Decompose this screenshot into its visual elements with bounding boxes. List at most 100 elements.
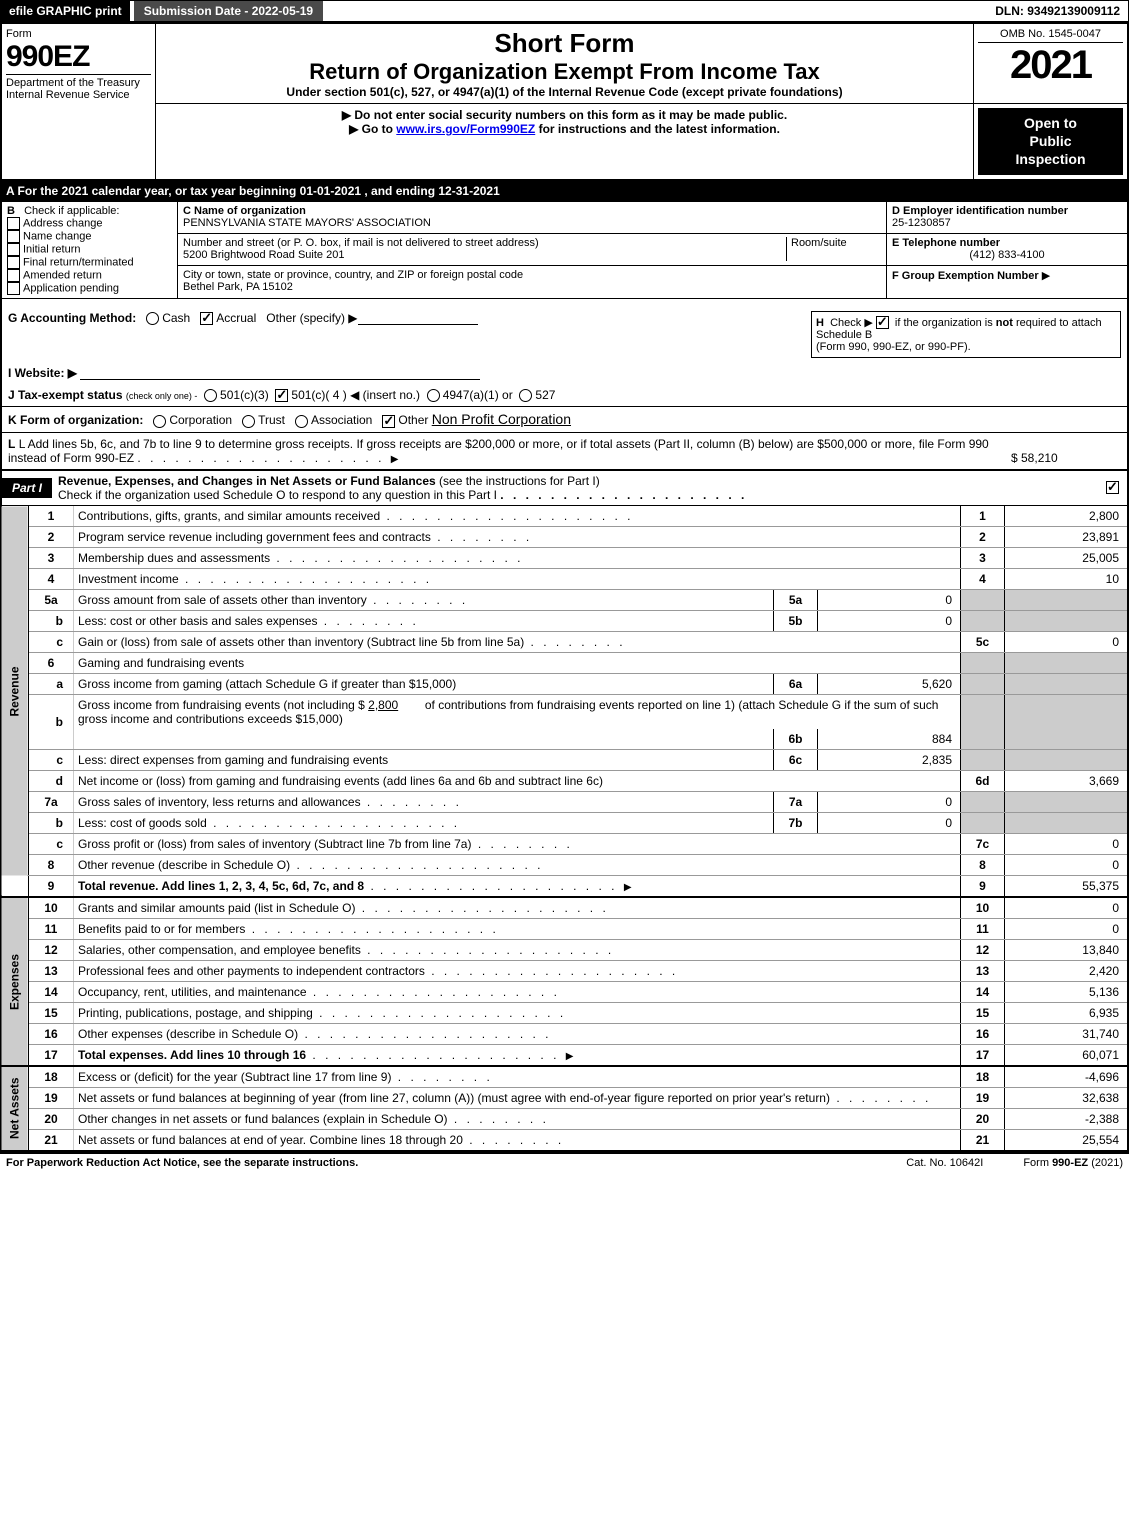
val-18: -4,696 (1005, 1066, 1129, 1088)
efile-label[interactable]: efile GRAPHIC print (1, 1, 130, 21)
box-19: 19 (961, 1087, 1005, 1108)
radio-trust[interactable] (242, 415, 255, 428)
val-14: 5,136 (1005, 981, 1129, 1002)
checkbox-other-org[interactable] (382, 415, 395, 428)
box-20: 20 (961, 1108, 1005, 1129)
radio-cash[interactable] (146, 312, 159, 325)
checkbox-501c[interactable] (275, 389, 288, 402)
box-6b-shade (961, 694, 1005, 749)
ln-16: 16 (29, 1023, 74, 1044)
org-name: PENNSYLVANIA STATE MAYORS' ASSOCIATION (183, 217, 431, 229)
val-17: 60,071 (1005, 1044, 1129, 1066)
checkbox-accrual[interactable] (200, 312, 213, 325)
checkbox-h[interactable] (876, 316, 889, 329)
box-7c: 7c (961, 833, 1005, 854)
page-footer: For Paperwork Reduction Act Notice, see … (0, 1152, 1129, 1172)
ln-6b: b (29, 694, 74, 749)
instr-ssn: ▶ Do not enter social security numbers o… (160, 108, 969, 122)
instr-pre: ▶ Go to (349, 122, 396, 136)
ln-17: 17 (29, 1044, 74, 1066)
d-7b: Less: cost of goods sold (78, 816, 207, 830)
d-21: Net assets or fund balances at end of ye… (78, 1133, 463, 1147)
sidelabel-netassets: Net Assets (1, 1066, 29, 1151)
part-1-header: Part I Revenue, Expenses, and Changes in… (0, 470, 1129, 506)
submission-date: Submission Date - 2022-05-19 (134, 1, 323, 21)
checkbox-name-change[interactable] (7, 230, 20, 243)
d-17: Total expenses. Add lines 10 through 16 (78, 1048, 306, 1062)
val-9: 55,375 (1005, 875, 1129, 897)
checkbox-address-change[interactable] (7, 217, 20, 230)
val-7a-shade (1005, 791, 1129, 812)
main-title: Return of Organization Exempt From Incom… (160, 59, 969, 85)
ln-20: 20 (29, 1108, 74, 1129)
opt-527: 527 (535, 388, 555, 402)
radio-association[interactable] (295, 415, 308, 428)
box-12: 12 (961, 939, 1005, 960)
label-d-ein: D Employer identification number (892, 205, 1068, 217)
checkbox-part1-schedule-o[interactable] (1106, 481, 1119, 494)
checkbox-final-return[interactable] (7, 256, 20, 269)
val-2: 23,891 (1005, 526, 1129, 547)
d-11: Benefits paid to or for members (78, 922, 245, 936)
radio-527[interactable] (519, 389, 532, 402)
section-b-through-f: B Check if applicable: Address change Na… (0, 201, 1129, 299)
box-5c: 5c (961, 631, 1005, 652)
val-6c-shade (1005, 749, 1129, 770)
dept-label: Department of the Treasury Internal Reve… (6, 74, 151, 101)
d-4: Investment income (78, 572, 179, 586)
d-3: Membership dues and assessments (78, 551, 270, 565)
mval-7b: 0 (818, 812, 961, 833)
radio-501c3[interactable] (204, 389, 217, 402)
label-j: J Tax-exempt status (8, 388, 123, 402)
box-2: 2 (961, 526, 1005, 547)
label-room: Room/suite (791, 237, 847, 249)
box-5a-shade (961, 589, 1005, 610)
radio-corporation[interactable] (153, 415, 166, 428)
val-20: -2,388 (1005, 1108, 1129, 1129)
d-7a: Gross sales of inventory, less returns a… (78, 795, 361, 809)
d-18: Excess or (deficit) for the year (Subtra… (78, 1070, 391, 1084)
label-b: B (7, 205, 21, 217)
val-4: 10 (1005, 568, 1129, 589)
val-5a-shade (1005, 589, 1129, 610)
box-8: 8 (961, 854, 1005, 875)
irs-link[interactable]: www.irs.gov/Form990EZ (396, 122, 535, 136)
radio-4947[interactable] (427, 389, 440, 402)
opt-address-change: Address change (23, 217, 103, 229)
part-1-check: Check if the organization used Schedule … (58, 488, 497, 502)
label-f-group: F Group Exemption Number (892, 270, 1039, 282)
mbox-7a: 7a (774, 791, 818, 812)
footer-form-pre: Form (1023, 1157, 1052, 1169)
ln-3: 3 (29, 547, 74, 568)
box-9: 9 (961, 875, 1005, 897)
form-word: Form (6, 28, 151, 40)
group-arrow: ▶ (1042, 270, 1050, 282)
checkbox-application-pending[interactable] (7, 282, 20, 295)
website-line[interactable] (80, 366, 480, 380)
checkbox-amended-return[interactable] (7, 269, 20, 282)
other-specify-line[interactable] (358, 311, 478, 325)
label-city: City or town, state or province, country… (183, 269, 523, 281)
ln-7a: 7a (29, 791, 74, 812)
dln: DLN: 93492139009112 (987, 1, 1128, 21)
form-header: Form 990EZ Department of the Treasury In… (0, 22, 1129, 181)
box-6a-shade (961, 673, 1005, 694)
opt-cash: Cash (162, 311, 190, 325)
instr-post: for instructions and the latest informat… (535, 122, 780, 136)
ln-11: 11 (29, 918, 74, 939)
val-1: 2,800 (1005, 506, 1129, 527)
d-15: Printing, publications, postage, and shi… (78, 1006, 313, 1020)
city: Bethel Park, PA 15102 (183, 281, 293, 293)
label-k: K Form of organization: (8, 413, 143, 427)
label-g: G Accounting Method: (8, 311, 136, 325)
d-12: Salaries, other compensation, and employ… (78, 943, 361, 957)
footer-cat: Cat. No. 10642I (906, 1157, 983, 1169)
ln-7b: b (29, 812, 74, 833)
mbox-6a: 6a (774, 673, 818, 694)
d-6a: Gross income from gaming (attach Schedul… (78, 677, 456, 691)
h-text4: (Form 990, 990-EZ, or 990-PF). (816, 341, 971, 353)
val-16: 31,740 (1005, 1023, 1129, 1044)
checkbox-initial-return[interactable] (7, 243, 20, 256)
ln-4: 4 (29, 568, 74, 589)
l-amount: $ 58,210 (1011, 451, 1058, 465)
